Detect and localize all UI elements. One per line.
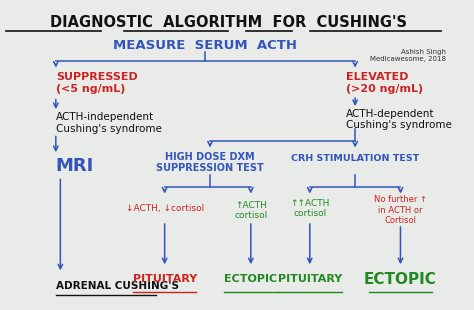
Text: DIAGNOSTIC  ALGORITHM  FOR  CUSHING'S: DIAGNOSTIC ALGORITHM FOR CUSHING'S <box>50 15 407 30</box>
Text: ADRENAL CUSHING'S: ADRENAL CUSHING'S <box>56 281 179 290</box>
Text: ↑ACTH
cortisol: ↑ACTH cortisol <box>234 201 267 220</box>
Text: ECTOPIC: ECTOPIC <box>224 274 277 285</box>
Text: Ashish Singh
Medicawesome, 2018: Ashish Singh Medicawesome, 2018 <box>370 49 446 62</box>
Text: MEASURE  SERUM  ACTH: MEASURE SERUM ACTH <box>113 39 298 52</box>
Text: ACTH-dependent
Cushing's syndrome: ACTH-dependent Cushing's syndrome <box>346 109 452 131</box>
Text: No further ↑
in ACTH or
Cortisol: No further ↑ in ACTH or Cortisol <box>374 195 427 225</box>
Text: ECTOPIC: ECTOPIC <box>364 272 437 287</box>
Text: CRH STIMULATION TEST: CRH STIMULATION TEST <box>291 153 419 162</box>
Text: ACTH-independent
Cushing's syndrome: ACTH-independent Cushing's syndrome <box>56 112 162 134</box>
Text: SUPPRESSED
(<5 ng/mL): SUPPRESSED (<5 ng/mL) <box>56 72 137 94</box>
Text: HIGH DOSE DXM
SUPPRESSION TEST: HIGH DOSE DXM SUPPRESSION TEST <box>156 152 264 174</box>
Text: ↑↑ACTH
cortisol: ↑↑ACTH cortisol <box>290 199 329 219</box>
Text: PITUITARY: PITUITARY <box>133 274 197 285</box>
Text: ELEVATED
(>20 ng/mL): ELEVATED (>20 ng/mL) <box>346 72 423 94</box>
Text: ↓ACTH, ↓cortisol: ↓ACTH, ↓cortisol <box>126 204 204 213</box>
Text: MRI: MRI <box>56 157 94 175</box>
Text: PITUITARY: PITUITARY <box>278 274 342 285</box>
